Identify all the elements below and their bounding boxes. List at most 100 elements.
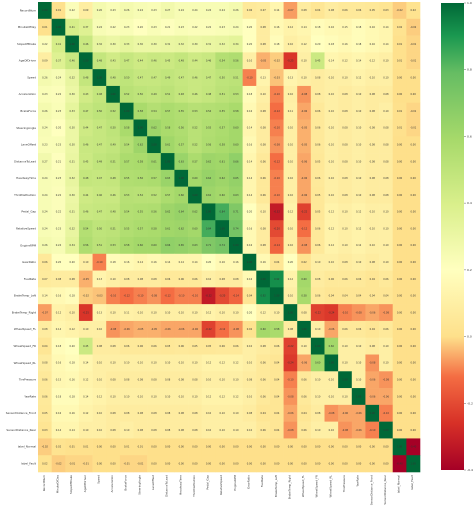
heatmap-cell (106, 102, 121, 120)
heatmap-cell (283, 2, 298, 20)
heatmap-cell (119, 304, 134, 322)
heatmap-cell (174, 203, 189, 221)
heatmap-cell (338, 438, 353, 456)
heatmap-cell (365, 337, 380, 355)
heatmap-cell (269, 85, 284, 104)
heatmap-cell (242, 85, 257, 104)
cell-value-label: 0.61 (220, 160, 226, 163)
heatmap-cell (310, 52, 325, 70)
cell-value-label: -0.06 (287, 412, 294, 415)
heatmap-cell (297, 18, 312, 36)
heatmap-cell (242, 287, 257, 305)
cell-value-label: 0.10 (383, 211, 389, 214)
heatmap-cell (351, 354, 366, 372)
heatmap-cell (188, 287, 203, 305)
cell-value-label: 0.08 (342, 177, 348, 180)
cell-value-label: 1.00 (301, 328, 307, 331)
cell-value-label: 0.10 (97, 378, 103, 381)
heatmap-cell (310, 438, 325, 456)
cell-value-label: 0.00 (260, 446, 266, 449)
heatmap-cell (256, 287, 271, 305)
cell-value-label: 0.06 (383, 278, 389, 281)
heatmap-cell (256, 320, 271, 339)
heatmap-cell (119, 85, 134, 104)
heatmap-cell (338, 421, 353, 439)
heatmap-cell (229, 270, 243, 288)
cell-value-label: 0.00 (370, 462, 376, 465)
heatmap-cell (379, 438, 394, 456)
heatmap-cell (365, 186, 380, 204)
heatmap-cell (283, 85, 298, 104)
heatmap-cell (147, 455, 162, 473)
cell-value-label: 0.10 (247, 345, 253, 348)
cell-value-label: 0.00 (411, 93, 417, 96)
cell-value-label: 0.06 (260, 395, 266, 398)
cell-value-label: 0.10 (83, 328, 89, 331)
cell-value-label: 0.57 (165, 110, 171, 113)
heatmap-cell (160, 220, 175, 238)
heatmap-cell (78, 2, 93, 20)
cell-value-label: 0.10 (179, 395, 185, 398)
cell-value-label: -0.10 (342, 311, 349, 314)
heatmap-cell (201, 270, 216, 288)
cell-value-label: 0.24 (220, 9, 226, 12)
cell-value-label: 0.08 (138, 278, 144, 281)
heatmap-cell (351, 169, 366, 187)
cell-value-label: 0.52 (192, 127, 198, 130)
heatmap-cell (106, 304, 121, 322)
heatmap-cell (324, 136, 339, 154)
heatmap-cell (283, 337, 298, 355)
heatmap-cell (106, 320, 121, 339)
cell-value-label: -0.14 (274, 244, 281, 247)
cell-value-label: 0.10 (165, 311, 171, 314)
cell-value-label: 0.02 (397, 26, 403, 29)
heatmap-cell (229, 320, 243, 339)
cell-value-label: 0.10 (329, 160, 335, 163)
heatmap-cell (188, 320, 203, 339)
heatmap-cell (324, 320, 339, 339)
heatmap-cell (201, 371, 216, 389)
heatmap-cell (119, 438, 134, 456)
cell-value-label: -0.06 (369, 378, 376, 381)
heatmap-cell (392, 320, 407, 339)
heatmap-cell (269, 136, 284, 154)
heatmap-cell (174, 320, 189, 339)
heatmap-cell (65, 438, 80, 456)
column-label: WheelSpeed_RL (328, 475, 332, 498)
cell-value-label: -0.12 (301, 227, 308, 230)
cell-value-label: 0.10 (288, 143, 294, 146)
cell-value-label: 0.02 (42, 462, 48, 465)
heatmap-cell (283, 287, 298, 305)
cell-value-label: -0.06 (301, 160, 308, 163)
cell-value-label: 0.09 (42, 60, 48, 63)
column-label: MinuteOfDay (55, 475, 59, 494)
cell-value-label: 0.06 (179, 278, 185, 281)
cell-value-label: 0.16 (220, 261, 226, 264)
heatmap-cell (406, 18, 421, 36)
heatmap-cell (351, 287, 366, 305)
cell-value-label: 0.03 (383, 9, 389, 12)
heatmap-cell (351, 153, 366, 171)
heatmap-cell (106, 52, 121, 70)
heatmap-cell (133, 421, 148, 439)
cell-value-label: 0.10 (110, 278, 116, 281)
cell-value-label: 0.10 (206, 412, 212, 415)
cell-value-label: -0.12 (124, 295, 131, 298)
cell-value-label: 0.46 (97, 194, 103, 197)
heatmap-cell (38, 371, 52, 389)
cell-value-label: 0.00 (315, 462, 321, 465)
heatmap-cell (283, 136, 298, 154)
heatmap-cell (406, 69, 421, 87)
cell-value-label: 0.16 (370, 26, 376, 29)
cell-value-label: 0.48 (110, 76, 116, 79)
cell-value-label: 0.51 (97, 244, 103, 247)
cell-value-label: 0.23 (151, 26, 157, 29)
cell-value-label: -0.32 (205, 295, 212, 298)
cell-value-label: 0.51 (165, 93, 171, 96)
heatmap-cell (269, 52, 284, 70)
cell-value-label: 0.10 (192, 395, 198, 398)
cell-value-label: 0.08 (315, 278, 321, 281)
heatmap-cell (78, 220, 93, 238)
heatmap-cell (201, 354, 216, 372)
column-label: LaneOffset (151, 474, 155, 490)
